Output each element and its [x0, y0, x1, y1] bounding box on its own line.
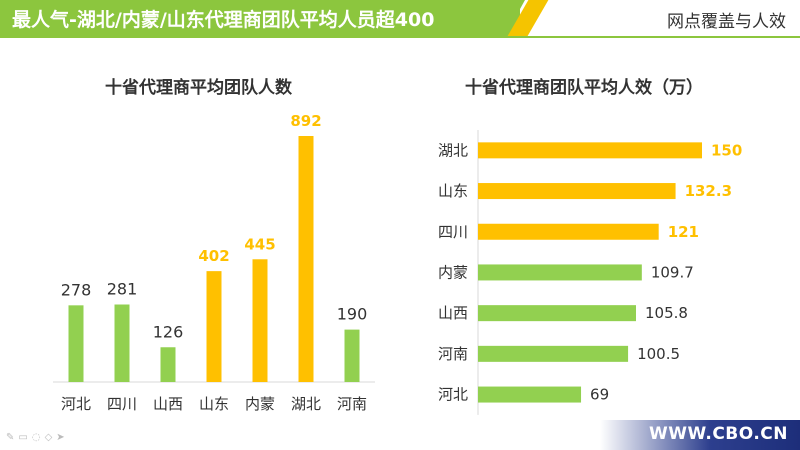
- left-chart-title: 十省代理商平均团队人数: [105, 78, 292, 98]
- bar-right-0: [478, 142, 702, 159]
- slide-toolbar: ✎ ▭ ◌ ◇ ➤: [6, 432, 65, 443]
- tick-left-4: 内蒙: [245, 395, 275, 413]
- bar-left-value-4: 445: [244, 235, 275, 253]
- bar-left-5: [298, 136, 314, 382]
- tick-left-2: 山西: [153, 395, 183, 413]
- footer-site: WWW.CBO.CN: [649, 424, 788, 444]
- tick-right-4: 山西: [438, 304, 468, 322]
- tick-right-2: 四川: [438, 223, 468, 241]
- bar-left-value-1: 281: [107, 280, 138, 299]
- bar-left-3: [206, 271, 222, 382]
- bar-left-6: [344, 329, 360, 382]
- pen-icon[interactable]: ✎: [6, 432, 15, 443]
- tick-left-5: 湖北: [291, 395, 321, 413]
- bar-right-value-0: 150: [711, 141, 742, 159]
- tick-left-0: 河北: [61, 395, 91, 413]
- bar-right-5: [478, 345, 629, 362]
- eraser-icon[interactable]: ◇: [44, 432, 53, 443]
- bar-left-0: [68, 305, 84, 382]
- header-green-band: [0, 0, 520, 36]
- bar-right-value-3: 109.7: [651, 263, 694, 281]
- bar-right-6: [478, 386, 582, 403]
- tick-right-1: 山东: [438, 182, 468, 200]
- tick-right-3: 内蒙: [438, 263, 468, 281]
- tick-right-5: 河南: [438, 345, 468, 363]
- bar-right-3: [478, 264, 642, 281]
- bar-right-1: [478, 183, 676, 200]
- bar-right-value-6: 69: [590, 386, 609, 404]
- pointer-icon[interactable]: ➤: [56, 432, 65, 443]
- bar-left-value-0: 278: [61, 280, 92, 299]
- header-underline: [0, 36, 800, 38]
- comment-icon[interactable]: ▭: [18, 432, 28, 443]
- footer-band: [600, 420, 800, 450]
- tick-right-0: 湖北: [438, 141, 468, 159]
- bar-left-value-3: 402: [198, 247, 229, 265]
- bar-left-value-6: 190: [337, 305, 368, 324]
- bar-left-1: [114, 304, 130, 382]
- bar-right-2: [478, 223, 659, 240]
- header-bar: 最人气-湖北/内蒙/山东代理商团队平均人员超400 网点覆盖与人效: [0, 0, 800, 36]
- tick-left-6: 河南: [337, 395, 367, 413]
- bar-left-4: [252, 259, 268, 382]
- bar-left-2: [160, 347, 176, 382]
- bar-right-value-1: 132.3: [685, 182, 732, 200]
- section-label: 网点覆盖与人效: [667, 12, 786, 32]
- bar-right-4: [478, 305, 636, 322]
- tick-left-3: 山东: [199, 395, 229, 413]
- page-title: 最人气-湖北/内蒙/山东代理商团队平均人员超400: [12, 9, 435, 31]
- tick-right-6: 河北: [438, 386, 468, 404]
- highlight-icon[interactable]: ◌: [31, 432, 41, 443]
- bar-right-value-2: 121: [668, 223, 699, 241]
- bar-right-value-5: 100.5: [637, 345, 680, 363]
- bar-left-value-2: 126: [153, 322, 184, 341]
- right-chart-title: 十省代理商团队平均人效（万）: [465, 78, 703, 98]
- tick-left-1: 四川: [107, 395, 137, 413]
- bar-right-value-4: 105.8: [645, 304, 688, 322]
- bar-left-value-5: 892: [290, 112, 321, 130]
